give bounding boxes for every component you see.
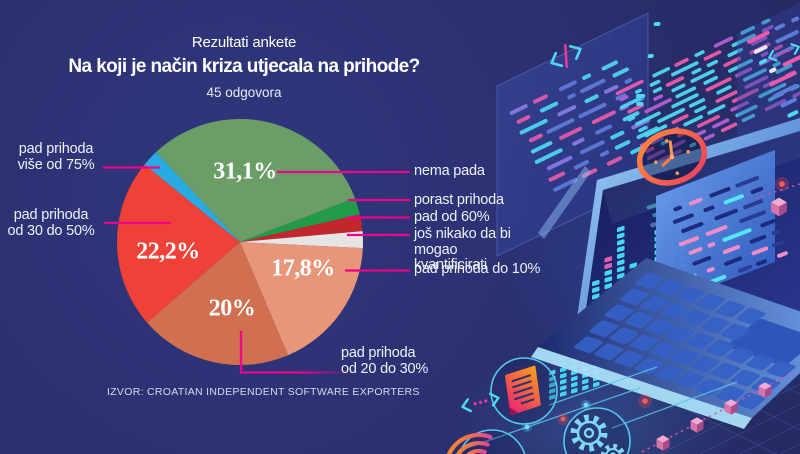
document-icon — [505, 365, 541, 416]
code-brackets-icon — [550, 43, 582, 69]
chart-title: Na koji je način kriza utjecala na priho… — [68, 56, 420, 77]
slice-value-nema-pada: 31,1% — [213, 158, 277, 185]
pie-slice-pad-prihoda-vi-e-od-75- — [144, 152, 240, 242]
screen-reflection — [603, 131, 800, 224]
code-lines — [672, 176, 788, 287]
pie-slice-pad-prihoda-od-20-do-30- — [147, 242, 289, 365]
network-lines — [457, 366, 738, 452]
laptop-edge — [531, 347, 752, 429]
pie-slice-jo-nikako-da-bi-mogao-kvantificirati — [240, 231, 364, 249]
gears-icon — [570, 414, 626, 454]
glow-dots — [557, 177, 789, 425]
pie-slice-nema-pada — [156, 118, 355, 242]
callout-jos-nikako: još nikako da bi mogao kvantificirati — [414, 226, 511, 273]
responses-count: 45 odgovora — [206, 85, 282, 100]
code-lines — [615, 18, 800, 163]
wifi-icon — [443, 432, 493, 454]
slice-value-do-10: 17,8% — [271, 255, 335, 282]
callout-vise-od-75: pad prihoda više od 75% — [17, 141, 95, 173]
code-brackets-icon — [461, 392, 500, 413]
pie-slices — [116, 118, 364, 365]
code-column — [635, 22, 661, 106]
chart-kicker: Rezultati ankete — [191, 34, 297, 51]
header: Rezultati ankete Na koji je način kriza … — [63, 34, 425, 100]
pie-slice-pad-od-60- — [240, 214, 363, 242]
source-note: IZVOR: CROATIAN INDEPENDENT SOFTWARE EXP… — [107, 386, 420, 398]
callout-porast-prihoda: porast prihoda — [414, 192, 504, 208]
clock-icon — [636, 128, 708, 186]
callout-30-do-50: pad prihoda od 30 do 50% — [7, 207, 95, 239]
pie-slice-porast-prihoda — [240, 198, 360, 242]
dotted-line — [641, 369, 799, 453]
gears-circle — [563, 407, 631, 454]
slice-value-20-do-30: 20% — [208, 295, 256, 322]
dotted-line — [755, 183, 800, 199]
keyboard — [574, 272, 796, 410]
callout-pad-od-60: pad od 60% — [414, 209, 490, 225]
code-brackets-icon — [768, 43, 800, 62]
leader-lines — [103, 166, 410, 374]
light-bar — [538, 166, 591, 239]
callout-20-do-30: pad prihoda od 20 do 30% — [341, 345, 429, 377]
pie-slice-pad-prihoda-do-10- — [240, 242, 363, 356]
code-lines — [747, 16, 800, 128]
slice-value-30-do-50: 22,2% — [136, 238, 200, 265]
callout-nema-pada: nema pada — [414, 163, 485, 179]
pie-slice-pad-prihoda-od-30-do-50- — [116, 164, 240, 323]
callout-do-10: pad prihoda do 10% — [414, 261, 541, 277]
